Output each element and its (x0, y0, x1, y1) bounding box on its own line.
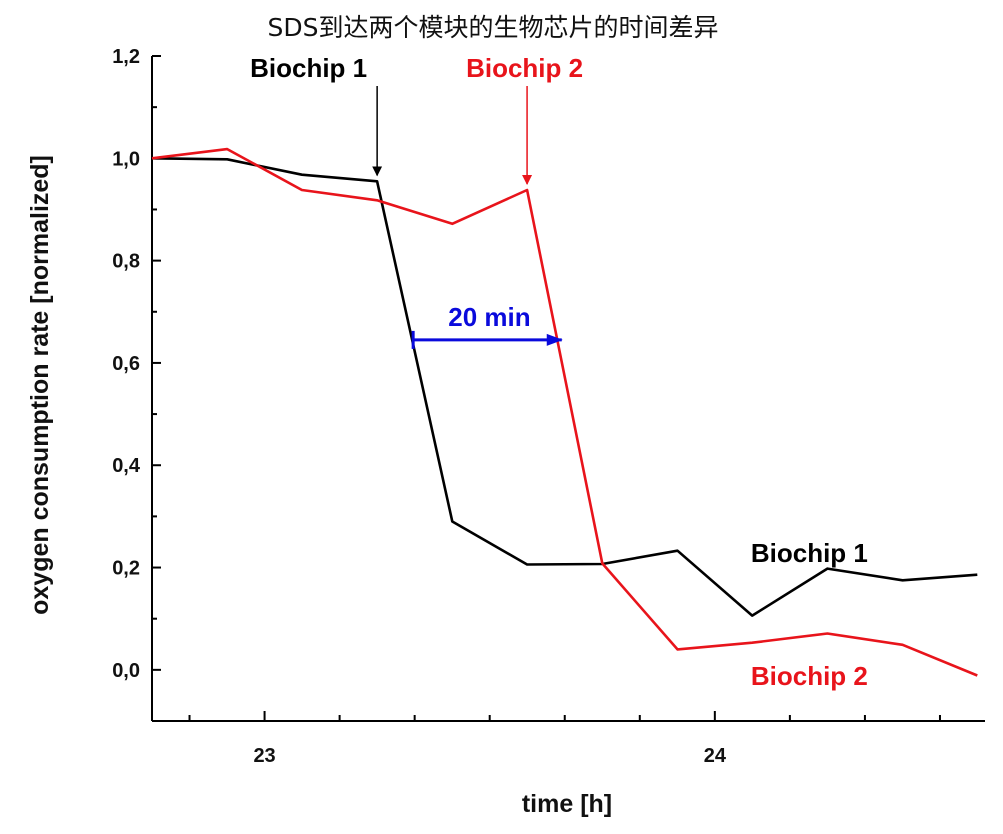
label-biochip1: Biochip 1 (751, 538, 868, 568)
series-line-biochip-1 (151, 157, 978, 617)
series-line-biochip-2 (151, 147, 978, 677)
y-tick-label: 0,2 (112, 558, 140, 580)
interval-label: 20 min (448, 302, 530, 332)
label-biochip2: Biochip 2 (751, 661, 868, 691)
y-tick-label: 0,4 (112, 455, 141, 477)
y-tick-label: 0,6 (112, 353, 140, 375)
y-tick-label: 1,2 (112, 46, 140, 68)
x-tick-label: 23 (253, 745, 275, 767)
x-tick-label: 24 (704, 745, 727, 767)
arrow-biochip1-label: Biochip 1 (250, 53, 367, 83)
y-tick-label: 1,0 (112, 148, 140, 170)
arrow-biochip2-label: Biochip 2 (466, 53, 583, 83)
y-tick-label: 0,8 (112, 251, 140, 273)
x-axis-label: time [h] (522, 790, 612, 818)
y-tick-label: 0,0 (112, 660, 140, 682)
y-axis-label: oxygen consumption rate [normalized] (26, 155, 54, 615)
chart-title: SDS到达两个模块的生物芯片的时间差异 (268, 13, 719, 42)
